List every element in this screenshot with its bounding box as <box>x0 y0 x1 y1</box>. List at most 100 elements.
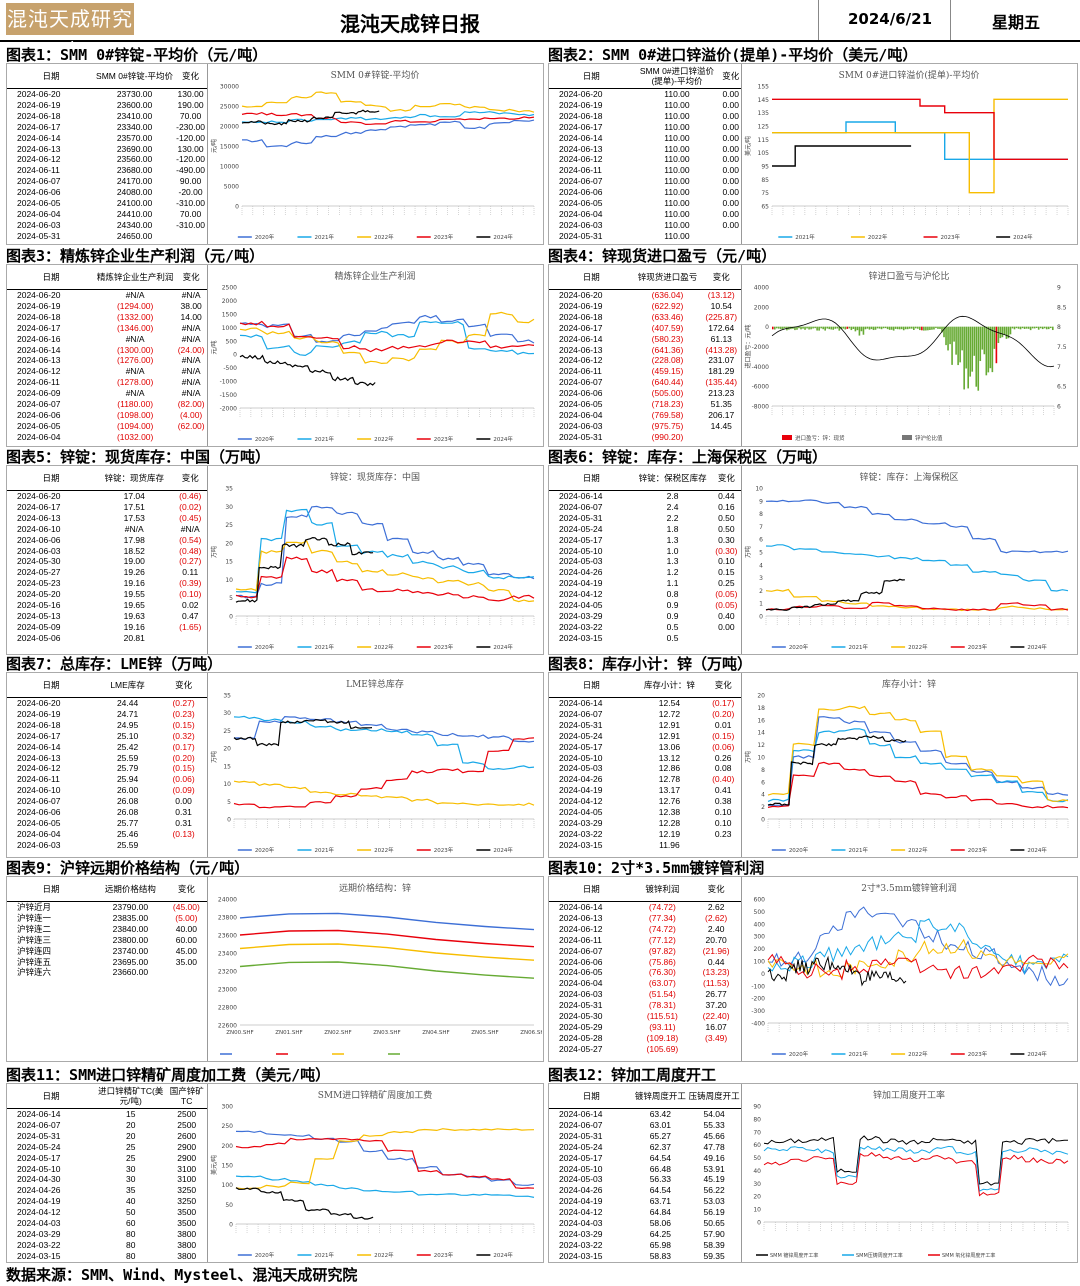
table-cell: 24.71 <box>116 708 139 719</box>
table-cell: 26.77 <box>705 989 727 1000</box>
table-cell: 18.52 <box>123 545 145 556</box>
y-tick-label: 9 <box>759 498 763 505</box>
table-cell: 沪锌连一 <box>17 912 52 923</box>
table-cell: (225.87) <box>705 311 738 322</box>
bar <box>1045 326 1048 330</box>
table-cell: 2024-06-14 <box>17 132 61 143</box>
table-row: 2024-05-31 20 2600 <box>7 1131 207 1142</box>
y-tick-label: 2500 <box>222 285 237 292</box>
table-row: 2024-03-22 65.98 58.39 <box>549 1240 741 1251</box>
table-row: 2024-05-06 20.81 <box>7 633 207 644</box>
data-table: 日期 精炼锌企业生产利润 变化 2024-06-20 #N/A #N/A 2024-06-1… <box>7 265 208 446</box>
table-cell: 0.00 <box>722 165 739 176</box>
table-cell: 2024-05-23 <box>17 578 61 589</box>
table-cell: 110.00 <box>664 132 690 143</box>
table-cell: (0.15) <box>172 763 195 774</box>
y2-tick-label: 8.5 <box>1057 304 1067 311</box>
table-cell: 24410.00 <box>116 208 153 219</box>
table-cell: 0.10 <box>714 807 732 818</box>
y-tick-label: 30 <box>223 710 231 717</box>
bar <box>782 326 784 330</box>
table-cell: 2024-04-12 <box>17 1207 61 1218</box>
table-cell: (109.18) <box>646 1032 679 1043</box>
table-cell: (0.02) <box>179 501 202 512</box>
table-cell: 2024-06-19 <box>559 99 603 110</box>
table-row: 2024-06-20 23730.00 130.00 <box>7 89 207 100</box>
table-cell: 2024-06-11 <box>559 165 602 176</box>
table-cell: (0.46) <box>179 491 202 501</box>
table-cell: 2024-06-16 <box>17 333 61 344</box>
table-cell: 2024-06-03 <box>17 219 61 230</box>
y-tick-label: 155 <box>758 84 770 91</box>
table-header: 变化 <box>173 466 207 491</box>
y-tick-label: -100 <box>751 983 765 990</box>
bar <box>1047 326 1050 330</box>
table-cell: 13.06 <box>658 741 681 752</box>
bar <box>824 326 826 331</box>
series-line <box>235 1130 535 1186</box>
table-cell: 12.86 <box>658 763 681 774</box>
legend-label: 2020年 <box>789 846 809 854</box>
legend-label: 进口盈亏：锌：现货 <box>795 434 845 442</box>
table-cell <box>712 633 741 644</box>
chart-panel: 日期 精炼锌企业生产利润 变化 2024-06-20 #N/A #N/A 2024-06-1… <box>6 264 544 447</box>
chart-area: SMM 0#锌锭-平均价 30000 25000 20000 15000 10000 500… <box>208 64 542 244</box>
table-cell: 12.91 <box>658 719 681 730</box>
table-cell: 45.00 <box>175 945 197 956</box>
table-cell: 23695.00 <box>112 956 149 967</box>
table-row: 2024-04-12 64.84 56.19 <box>549 1207 741 1218</box>
table-row: 2024-05-28 (109.18) (3.49) <box>549 1033 741 1044</box>
table-cell: 2024-04-05 <box>559 807 603 818</box>
y-tick-label: 600 <box>754 897 766 904</box>
legend-label: 2021年 <box>314 435 334 443</box>
table-cell: 55.33 <box>703 1119 725 1130</box>
table-cell: 17.53 <box>123 512 145 523</box>
table-cell: 0.00 <box>722 143 739 154</box>
y-tick-label: 500 <box>226 338 238 345</box>
bar <box>876 326 879 329</box>
bar <box>1033 326 1036 329</box>
y-tick-label: 24000 <box>218 897 237 904</box>
table-row: 2024-03-29 0.9 0.40 <box>549 611 741 622</box>
table-cell: 2024-05-31 <box>17 1130 61 1141</box>
table-cell: (115.51) <box>646 1011 678 1022</box>
bar <box>860 326 863 332</box>
y-tick-label: 2 <box>759 588 763 595</box>
table-cell: 64.54 <box>649 1152 671 1163</box>
bar <box>973 326 976 356</box>
y-tick-label: -4000 <box>752 364 770 371</box>
y2-tick-label: 7.5 <box>1057 344 1067 351</box>
y-tick-label: 0 <box>235 204 239 211</box>
table-cell: (1346.00) <box>116 322 154 333</box>
table-cell: #N/A <box>125 333 145 344</box>
bar <box>969 326 972 377</box>
bar <box>915 326 917 329</box>
table-cell: 64.84 <box>649 1207 671 1218</box>
table-cell: 206.17 <box>708 409 735 420</box>
table-cell: (0.17) <box>172 741 195 752</box>
table-cell: 24650.00 <box>116 230 153 241</box>
table-cell: 2024-06-13 <box>17 143 61 154</box>
table-row: 2024-06-07 12.72 (0.20) <box>549 709 741 720</box>
y-tick-label: 30000 <box>220 84 239 91</box>
bar <box>888 326 891 330</box>
y-tick-label: 10 <box>753 1207 761 1214</box>
table-cell <box>175 432 207 443</box>
table-row: 2024-04-03 60 3500 <box>7 1218 207 1229</box>
table-cell: 3100 <box>177 1174 197 1185</box>
table-cell: 62.37 <box>649 1141 671 1152</box>
table-cell: 2024-06-05 <box>17 420 61 431</box>
y-tick-label: 7 <box>759 524 763 531</box>
table-cell: 56.19 <box>703 1207 725 1218</box>
table-cell: 110.00 <box>664 176 690 187</box>
chart-svg: 2寸*3.5mm镀锌管利润 600 500 400 300 200 100 0 -100 -200… <box>751 882 1069 1058</box>
chart-panel: 日期 锌锭：现货库存 变化 2024-06-20 17.04 (0.46) 2024-06-… <box>6 465 544 655</box>
bar <box>844 326 847 330</box>
y-tick-label: 20 <box>225 540 233 547</box>
table-cell: 2024-06-07 <box>17 796 61 807</box>
table-cell: 0.10 <box>714 817 732 828</box>
table-row: 2024-06-12 110.00 0.00 <box>549 154 741 165</box>
series-line <box>239 320 535 357</box>
table-cell: #N/A <box>125 290 145 300</box>
legend-label: 2021年 <box>848 1050 868 1058</box>
